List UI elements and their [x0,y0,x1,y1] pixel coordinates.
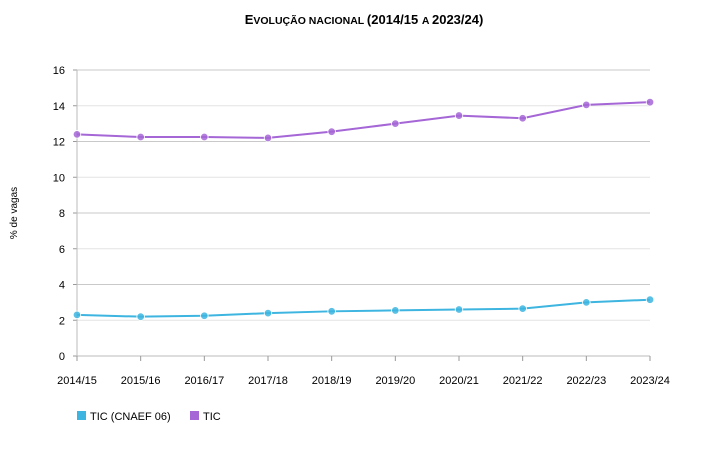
y-axis: 0 2 4 6 8 10 12 14 16 [53,65,78,363]
x-tick-label: 2019/20 [375,375,415,387]
x-tick-label: 2023/24 [630,375,670,387]
legend-swatch [190,411,199,420]
y-tick-label: 8 [59,208,65,220]
x-axis: 2014/15 2015/16 2016/17 2017/18 2018/19 2019/… [57,355,670,387]
data-point [72,130,82,139]
data-point [327,127,336,136]
x-tick-label: 2016/17 [184,375,224,387]
data-point [200,132,209,142]
gridlines [77,69,650,357]
x-tick-label: 2020/21 [439,375,479,387]
chart-title: EVOLUÇÃO NACIONAL (2014/15 A 2023/24) [245,12,484,27]
y-tick-label: 2 [59,315,65,327]
chart-title-range-end: 2023/24) [432,12,483,27]
series-2 [72,97,655,143]
x-tick-label: 2014/15 [57,375,97,387]
series-line [76,298,651,318]
chart-title-main-rest: VOLUÇÃO NACIONAL [253,14,367,27]
y-tick-label: 10 [53,172,65,184]
data-point [518,114,527,123]
data-point [136,312,145,321]
chart-title-main: E [245,12,254,27]
y-tick-label: 12 [53,137,65,149]
x-tick-label: 2015/16 [121,375,161,387]
data-point [327,307,336,316]
data-point [200,311,209,320]
data-point [645,295,655,304]
series-1 [72,295,655,321]
legend-label: TIC [203,411,221,423]
x-tick-label: 2022/23 [566,375,606,387]
data-point [263,133,273,143]
legend: TIC (CNAEF 06) TIC [77,411,221,423]
y-axis-label: % de vagas [9,187,20,239]
legend-label: TIC (CNAEF 06) [90,411,171,423]
data-point [518,304,527,313]
y-tick-label: 0 [59,351,65,363]
data-point [391,119,400,128]
legend-swatch [77,411,86,420]
data-point [582,298,591,307]
data-point [645,97,655,107]
y-tick-label: 4 [59,280,65,292]
data-point [391,306,400,315]
chart-title-range-a: A [422,15,432,27]
x-tick-label: 2017/18 [248,375,288,387]
chart-title-range-start: (2014/15 [367,12,422,27]
series-line [76,101,651,139]
y-tick-label: 14 [53,101,65,113]
data-point [136,132,145,142]
data-point [72,310,82,320]
data-point [454,305,464,314]
data-point [454,111,464,120]
data-point [263,308,273,318]
series-layer [72,97,655,321]
data-point [582,100,591,110]
x-tick-label: 2021/22 [503,375,543,387]
y-tick-label: 16 [53,65,65,77]
y-tick-label: 6 [59,244,65,256]
x-tick-label: 2018/19 [312,375,352,387]
